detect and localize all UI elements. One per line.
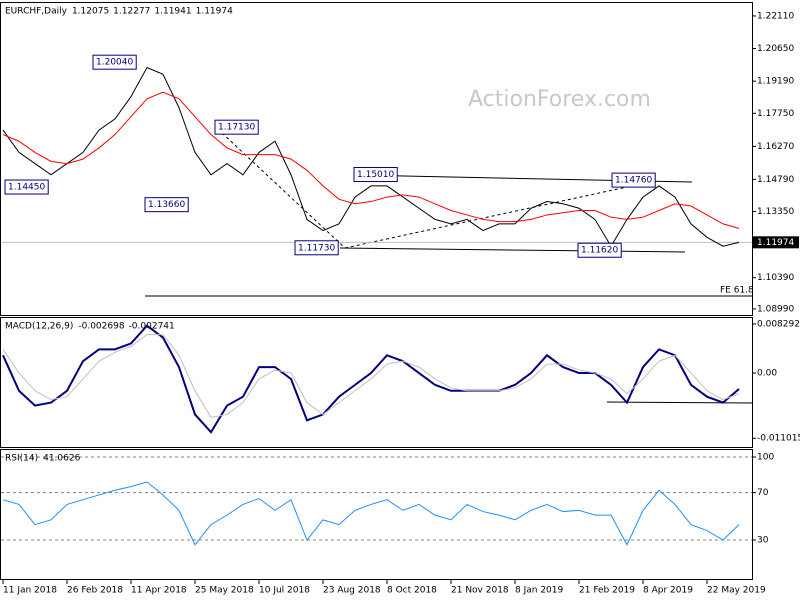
trendline	[344, 181, 651, 249]
x-tick-label: 8 Apr 2019	[643, 586, 693, 596]
y-tick-label: 1.08990	[757, 304, 794, 314]
y-tick-label: 1.16270	[757, 142, 794, 152]
trendline	[221, 132, 346, 249]
y-tick-label: 0.00	[757, 369, 777, 379]
annotation-box	[294, 240, 339, 256]
price-pane	[0, 2, 753, 316]
y-tick-label: 1.20650	[757, 44, 794, 54]
header-value: 1.12277	[113, 7, 150, 17]
y-tick-label: -0.011015	[757, 434, 800, 444]
annotation-box	[92, 54, 137, 70]
header-value: 1.11941	[154, 7, 191, 17]
y-tick-label: 1.22110	[757, 11, 794, 21]
support-line	[606, 401, 753, 404]
macd-pane	[0, 317, 753, 448]
y-tick-label: 1.19190	[757, 77, 794, 87]
annotation-box	[611, 172, 656, 188]
series-line	[2, 91, 740, 229]
last-price-box	[753, 236, 799, 249]
header-value: 1.12075	[72, 7, 109, 17]
pane-title: EURCHF,Daily	[5, 7, 68, 17]
annotation-label: 1.20040	[96, 58, 133, 68]
annotation-box	[144, 197, 189, 213]
annotation-label: 1.11730	[298, 243, 335, 253]
y-tick-label: 1.13350	[757, 207, 794, 217]
pane-title: RSI(14)	[5, 454, 38, 464]
pane-title: MACD(12,26,9)	[5, 322, 73, 332]
last-price-label: 1.11974	[757, 238, 794, 248]
annotation-label: 1.13660	[148, 200, 185, 210]
x-tick-label: 23 Aug 2018	[323, 586, 381, 596]
annotation-box	[353, 167, 398, 183]
y-tick-label: 30	[757, 536, 769, 546]
y-tick-label: 70	[757, 488, 769, 498]
annotation-label: 1.14450	[8, 183, 45, 193]
header-value: 41.0626	[43, 454, 80, 464]
header-value: 1.11974	[196, 7, 233, 17]
annotation-label: 1.14760	[615, 176, 652, 186]
header-value: -0.002741	[129, 322, 175, 332]
y-tick-label: 100	[757, 452, 774, 462]
header-value: -0.002698	[78, 322, 124, 332]
series-line	[2, 334, 740, 418]
x-tick-label: 11 Jan 2018	[3, 586, 57, 596]
y-tick-label: 1.10390	[757, 273, 794, 283]
y-tick-label: 0.008292	[757, 319, 800, 329]
rsi-pane	[0, 449, 753, 580]
trendline	[339, 247, 686, 253]
annotation-label: 1.17130	[218, 123, 255, 133]
series-line	[2, 66, 740, 248]
annotation-box	[4, 179, 49, 195]
fe-label: FE 61.8	[720, 286, 754, 296]
annotation-box	[577, 242, 622, 258]
x-tick-label: 10 Jul 2018	[259, 586, 310, 596]
annotation-label: 1.15010	[357, 170, 394, 180]
x-tick-label: 8 Oct 2018	[387, 586, 437, 596]
x-tick-label: 11 Apr 2018	[131, 586, 187, 596]
y-tick-label: 1.17750	[757, 109, 794, 119]
annotation-label: 1.11620	[581, 246, 618, 256]
watermark: ActionForex.com	[468, 87, 651, 112]
y-tick-label: 1.14790	[757, 175, 794, 185]
x-tick-label: 22 May 2019	[707, 586, 766, 596]
x-tick-label: 25 May 2018	[195, 586, 254, 596]
annotation-box	[214, 119, 259, 135]
x-tick-label: 8 Jan 2019	[515, 586, 563, 596]
x-tick-label: 26 Feb 2018	[67, 586, 123, 596]
series-line	[2, 481, 740, 546]
x-tick-label: 21 Feb 2019	[579, 586, 635, 596]
series-line	[2, 324, 740, 434]
x-tick-label: 21 Nov 2018	[451, 586, 509, 596]
